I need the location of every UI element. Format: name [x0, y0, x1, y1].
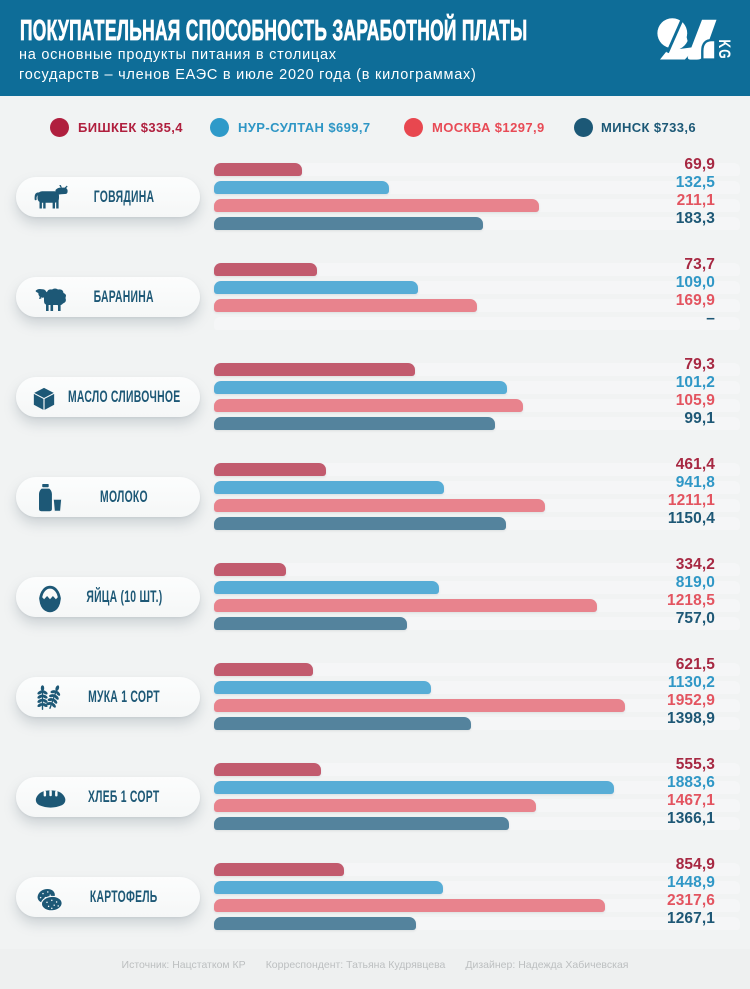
svg-text:KG: KG: [714, 40, 732, 60]
